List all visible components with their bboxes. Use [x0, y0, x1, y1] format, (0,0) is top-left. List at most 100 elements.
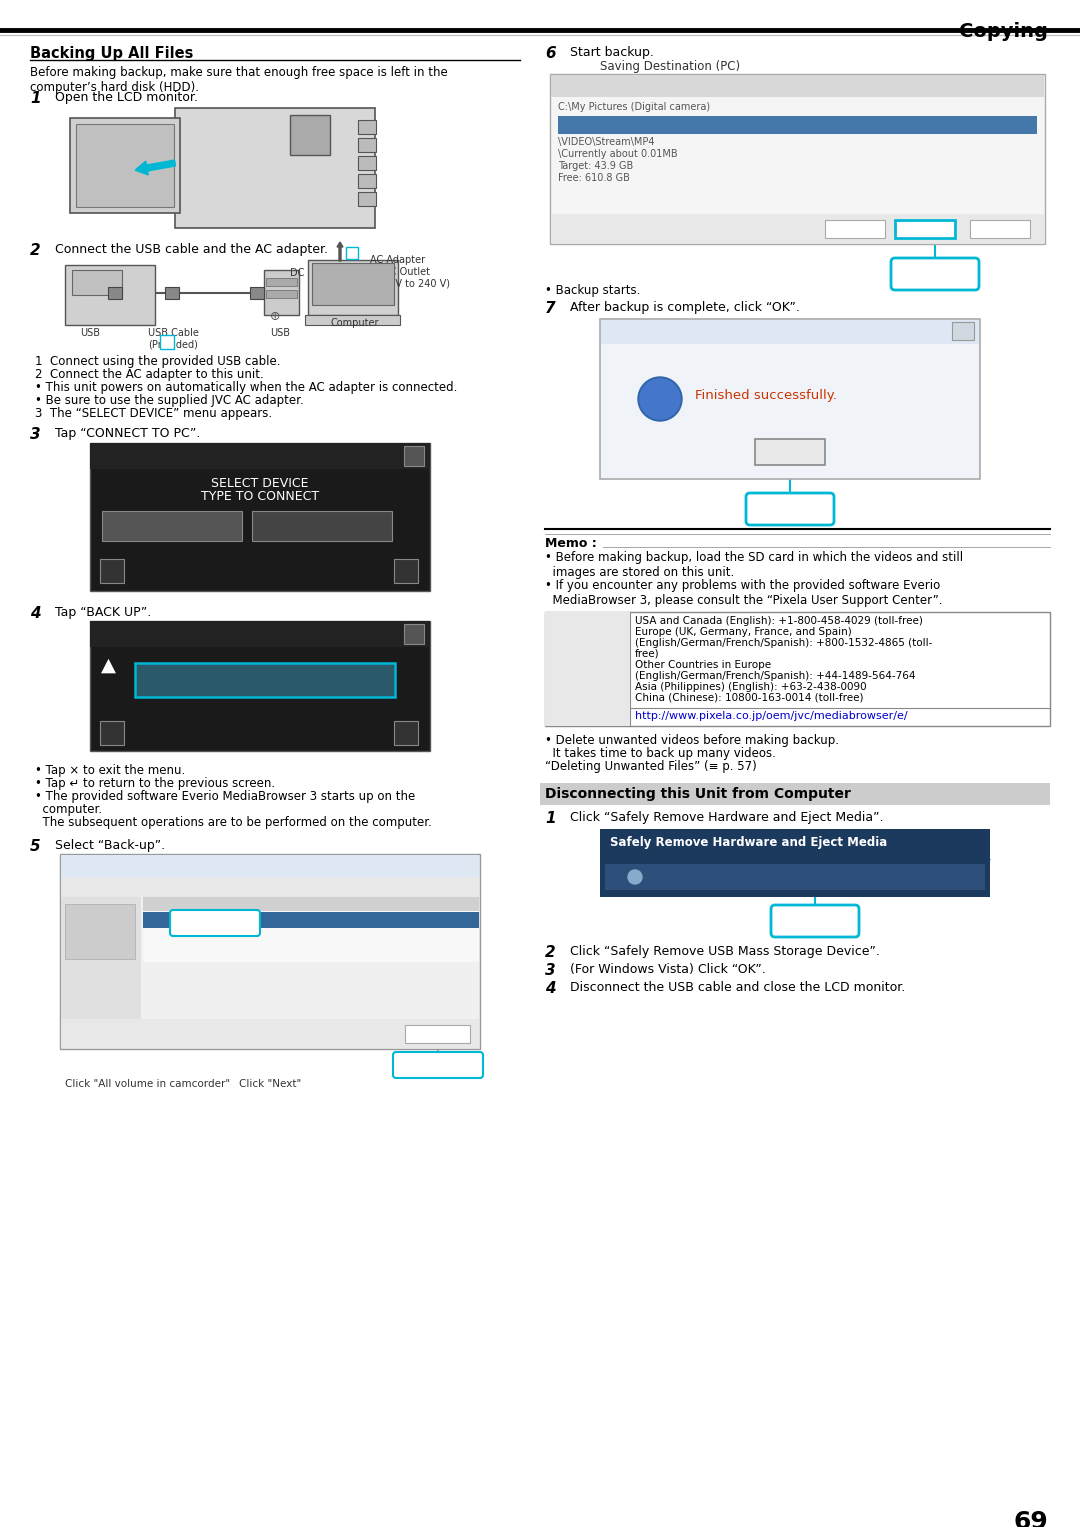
Text: ■□: ■□	[100, 626, 123, 638]
Bar	[545, 709, 630, 725]
Text: ...\Everio Medias\2010\10\EVERIO_EXPORT_3: ...\Everio Medias\2010\10\EVERIO_EXPORT_…	[562, 118, 764, 127]
Text: Next: Next	[426, 1031, 450, 1041]
Text: USB Cable
(Provided): USB Cable (Provided)	[148, 328, 199, 350]
Text: Copying: Copying	[959, 21, 1048, 41]
Text: Disconnecting this Unit from Computer: Disconnecting this Unit from Computer	[545, 786, 851, 802]
Text: free): free)	[635, 649, 660, 660]
Circle shape	[638, 377, 681, 421]
Text: • Before making backup, load the SD card in which the videos and still
  images : • Before making backup, load the SD card…	[545, 551, 963, 579]
Bar	[357, 174, 376, 188]
Text: Back: Back	[842, 226, 867, 237]
FancyArrow shape	[135, 160, 176, 176]
Text: ② Click: ② Click	[417, 1061, 459, 1073]
Bar	[108, 287, 122, 299]
Bar	[264, 270, 299, 315]
Bar	[346, 247, 357, 260]
FancyBboxPatch shape	[393, 1052, 483, 1078]
Text: It takes time to back up many videos.: It takes time to back up many videos.	[545, 747, 775, 760]
Text: • Tap ↵ to return to the previous screen.: • Tap ↵ to return to the previous screen…	[35, 777, 275, 789]
Bar	[252, 512, 392, 541]
Bar	[72, 270, 122, 295]
FancyBboxPatch shape	[170, 910, 260, 936]
Text: Other Countries in Europe: Other Countries in Europe	[635, 660, 771, 670]
Bar	[357, 137, 376, 153]
Bar	[100, 721, 124, 745]
Text: ↵: ↵	[401, 563, 411, 576]
Bar	[102, 512, 242, 541]
Bar	[357, 121, 376, 134]
Text: ♪: ♪	[652, 867, 661, 881]
Text: China (Chinese): 10800-163-0014 (toll-free): China (Chinese): 10800-163-0014 (toll-fr…	[635, 693, 864, 702]
Text: Homepage: Homepage	[550, 712, 621, 724]
Text: 69: 69	[1013, 1510, 1048, 1527]
Text: ▲: ▲	[608, 867, 617, 876]
Bar	[90, 621, 430, 751]
Text: Open the LCD monitor.: Open the LCD monitor.	[55, 92, 198, 104]
Text: • Tap × to exit the menu.: • Tap × to exit the menu.	[35, 764, 186, 777]
Text: (English/German/French/Spanish): +44-1489-564-764: (English/German/French/Spanish): +44-148…	[635, 670, 916, 681]
Text: • If you encounter any problems with the provided software Everio
  MediaBrowser: • If you encounter any problems with the…	[545, 579, 943, 608]
Text: Disconnect the USB cable and close the LCD monitor.: Disconnect the USB cable and close the L…	[570, 980, 905, 994]
Bar	[165, 287, 179, 299]
Text: ?: ?	[109, 563, 116, 576]
Text: 4: 4	[545, 980, 555, 996]
Text: After backup is complete, click “OK”.: After backup is complete, click “OK”.	[570, 301, 800, 315]
Text: 1: 1	[545, 811, 555, 826]
Bar	[100, 559, 124, 583]
Text: ╳: ╳	[960, 324, 967, 337]
Text: SELECT DEVICE: SELECT DEVICE	[122, 447, 222, 461]
Bar	[65, 266, 156, 325]
Text: 3: 3	[545, 964, 555, 977]
Text: • Be sure to use the supplied JVC AC adapter.: • Be sure to use the supplied JVC AC ada…	[35, 394, 303, 408]
Bar	[249, 287, 264, 299]
Bar	[357, 192, 376, 206]
Bar	[60, 896, 141, 1048]
Text: 1: 1	[164, 337, 170, 347]
FancyArrow shape	[337, 241, 343, 261]
Text: ▲: ▲	[100, 657, 116, 675]
Text: 5: 5	[30, 838, 41, 854]
Text: 📷: 📷	[93, 924, 107, 944]
Bar	[312, 263, 394, 305]
Bar	[60, 855, 480, 876]
Text: Confirm: Confirm	[780, 78, 821, 89]
Text: ███ ████ ██: ███ ████ ██	[285, 519, 359, 530]
Bar	[550, 73, 1045, 244]
Text: • Backup starts.: • Backup starts.	[545, 284, 640, 296]
Text: Start backup.: Start backup.	[570, 46, 653, 60]
Bar	[600, 860, 990, 896]
Text: Backing Up All Files: Backing Up All Files	[30, 46, 193, 61]
Text: Click “Safely Remove USB Mass Storage Device”.: Click “Safely Remove USB Mass Storage De…	[570, 945, 880, 957]
Text: Connect the USB cable and the AC adapter.: Connect the USB cable and the AC adapter…	[55, 243, 328, 257]
Bar	[65, 904, 135, 959]
Text: \VIDEO\Stream\MP4: \VIDEO\Stream\MP4	[558, 137, 654, 147]
Text: Europe (UK, Germany, France, and Spain): Europe (UK, Germany, France, and Spain)	[635, 628, 852, 637]
Bar	[600, 829, 990, 860]
Text: (For Windows Vista) Click “OK”.: (For Windows Vista) Click “OK”.	[570, 964, 766, 976]
Text: Click "All volume in camcorder": Click "All volume in camcorder"	[65, 1080, 230, 1089]
Bar	[357, 156, 376, 169]
Bar	[266, 290, 297, 298]
Text: 9:31 PM: 9:31 PM	[910, 867, 955, 876]
Text: 2: 2	[545, 945, 555, 960]
Text: http://www.pixela.co.jp/oem/jvc/mediabrowser/e/: http://www.pixela.co.jp/oem/jvc/mediabro…	[635, 712, 907, 721]
Text: The subsequent operations are to be performed on the computer.: The subsequent operations are to be perf…	[35, 815, 432, 829]
Text: SELECT DEVICE: SELECT DEVICE	[212, 476, 309, 490]
Bar	[291, 115, 330, 156]
Bar	[605, 864, 985, 890]
Text: EVERIO_EXPORT: EVERIO_EXPORT	[146, 915, 226, 925]
Text: ⊕: ⊕	[270, 310, 281, 324]
Text: Computer: Computer	[330, 318, 379, 328]
Bar	[60, 854, 480, 1049]
Bar	[600, 321, 978, 344]
Text: USA and Canada (English): +1-800-458-4029 (toll-free): USA and Canada (English): +1-800-458-402…	[635, 615, 923, 626]
Text: Start: Start	[913, 226, 937, 237]
Circle shape	[627, 870, 642, 884]
Text: ?: ?	[109, 725, 116, 738]
Text: C:\My Pictures (Digital camera): C:\My Pictures (Digital camera)	[558, 102, 711, 111]
Text: Click: Click	[798, 919, 832, 933]
Text: AC Adapter
To AC Outlet
(110 V to 240 V): AC Adapter To AC Outlet (110 V to 240 V)	[370, 255, 450, 289]
Text: Click: Click	[918, 272, 951, 286]
Text: CONNECT TO PC: CONNECT TO PC	[125, 519, 219, 528]
Bar	[60, 876, 480, 896]
